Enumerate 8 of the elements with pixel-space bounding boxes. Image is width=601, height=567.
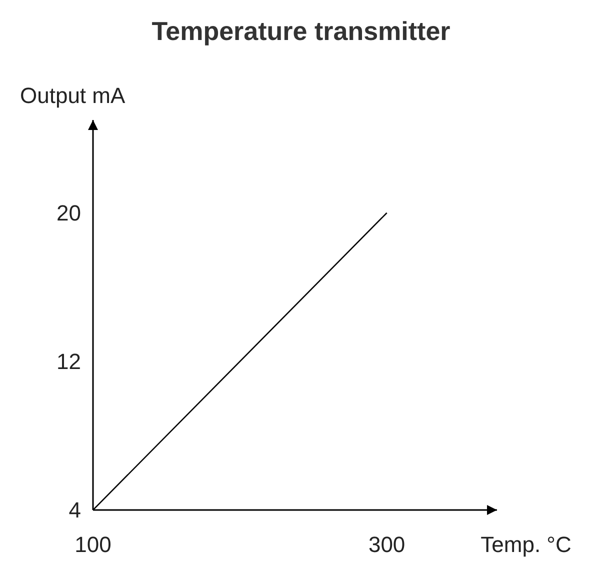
x-axis-title: Temp. °C (480, 532, 572, 557)
chart-title: Temperature transmitter (152, 16, 450, 46)
y-tick-label: 12 (56, 348, 81, 374)
y-tick-label: 4 (68, 498, 81, 522)
y-tick-label: 20 (56, 200, 81, 226)
x-tick-label: 300 (368, 532, 406, 557)
y-axis-title: Output mA (20, 83, 126, 108)
x-tick-label: 100 (74, 532, 112, 557)
